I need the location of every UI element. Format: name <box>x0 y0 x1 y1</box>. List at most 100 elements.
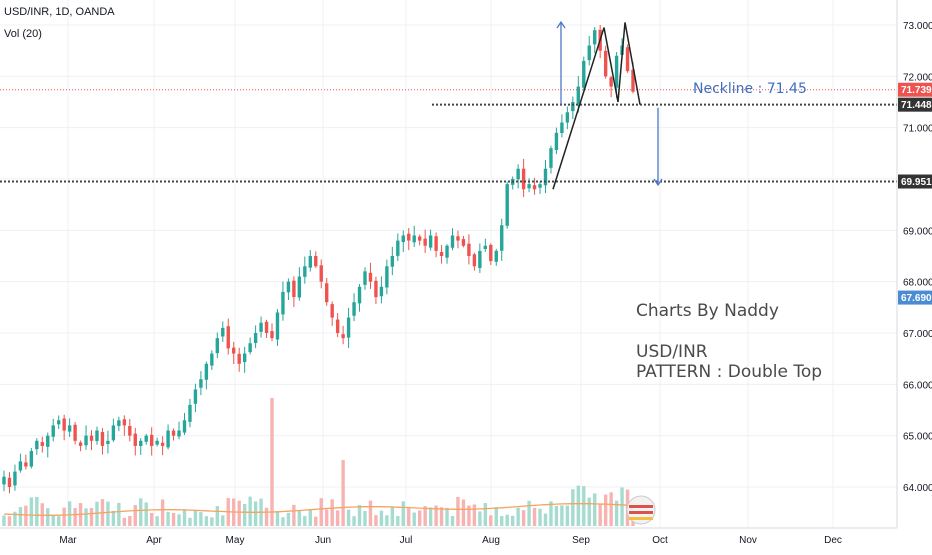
volume-bar <box>193 510 198 526</box>
volume-bar <box>538 508 542 526</box>
candle-body <box>412 235 416 243</box>
volume-bar <box>428 507 433 526</box>
time-tick-label: Sep <box>572 535 590 546</box>
volume-bar <box>242 504 247 526</box>
candle-body <box>631 69 635 92</box>
candle-body <box>46 435 50 447</box>
volume-bar <box>111 510 116 526</box>
volume-bar <box>450 516 455 526</box>
candle-body <box>417 236 422 241</box>
candle-body <box>111 425 116 441</box>
volume-bar <box>390 506 395 526</box>
volume-bar <box>609 492 613 526</box>
candle-body <box>401 235 405 243</box>
volume-bar <box>139 498 143 526</box>
volume-bar <box>221 515 225 526</box>
candle-body <box>281 291 285 315</box>
candle-body <box>319 265 323 282</box>
candle-body <box>368 272 373 282</box>
candle-body <box>625 47 630 72</box>
candle-body <box>335 319 340 333</box>
volume-bar <box>516 507 520 526</box>
candle-body <box>472 254 477 267</box>
candle-body <box>385 266 389 288</box>
volume-bar <box>532 507 537 526</box>
target-projection-arrow <box>653 107 663 187</box>
volume-bar <box>560 505 564 526</box>
time-tick-label: May <box>226 535 245 546</box>
candle-body <box>549 148 553 168</box>
candle-body <box>587 45 591 61</box>
candle-body <box>193 389 198 404</box>
volume-bar <box>582 486 586 526</box>
candle-body <box>614 55 619 88</box>
price-tick-label: 67.000 <box>903 329 932 340</box>
volume-bar <box>374 515 378 526</box>
candle-body <box>51 425 55 437</box>
candle-body <box>237 353 241 364</box>
volume-bar <box>24 505 28 526</box>
candle-body <box>122 419 127 426</box>
candle-body <box>139 440 143 447</box>
volume-bar <box>303 516 307 526</box>
candle-body <box>73 424 77 441</box>
candle-body <box>390 256 395 267</box>
candle-body <box>521 168 526 190</box>
volume-bar <box>434 505 438 526</box>
price-label-text: 71.739 <box>901 85 932 96</box>
candle-body <box>582 60 586 88</box>
candles <box>2 25 635 494</box>
candle-body <box>576 86 580 104</box>
candle-body <box>461 239 466 246</box>
volume-bar <box>204 516 209 526</box>
time-tick-label: Jun <box>315 535 331 546</box>
candle-body <box>95 430 99 442</box>
volume-bar <box>62 507 66 526</box>
volume-bar <box>412 512 416 526</box>
candle-body <box>2 476 6 485</box>
volume-bar <box>423 506 427 526</box>
candle-body <box>57 420 61 425</box>
volume-bar <box>7 516 12 526</box>
volume-ma-line <box>3 502 634 516</box>
candle-body <box>149 434 154 446</box>
candle-body <box>166 430 170 448</box>
badge-stripe <box>629 505 653 508</box>
candle-body <box>62 418 66 431</box>
volume-bar <box>603 494 608 526</box>
volume-bar <box>576 485 580 526</box>
candle-body <box>160 442 165 446</box>
volume-bar <box>620 487 624 526</box>
volume-bar <box>13 511 17 526</box>
volume-bar <box>401 501 405 526</box>
volume-bar <box>133 505 137 526</box>
candle-body <box>215 338 220 354</box>
time-tick-label: Oct <box>652 535 668 546</box>
volume-bar <box>51 514 55 526</box>
candle-body <box>13 471 17 486</box>
volume-bar <box>527 500 531 526</box>
candle-body <box>363 271 367 285</box>
volume-bar <box>177 514 181 526</box>
volume-bar <box>554 505 559 526</box>
candle-body <box>199 379 203 388</box>
time-tick-label: Aug <box>482 535 500 546</box>
candle-body <box>221 327 225 337</box>
candle-body <box>270 330 274 339</box>
volume-bar <box>461 499 466 526</box>
candle-body <box>593 30 597 45</box>
volume-bar <box>478 511 482 526</box>
volume-bar <box>270 398 274 526</box>
candle-body <box>478 250 482 269</box>
pattern-height-arrow <box>556 20 566 105</box>
candle-body <box>24 462 28 467</box>
candle-body <box>325 283 329 303</box>
candle-body <box>434 236 438 251</box>
volume-bar <box>199 512 203 526</box>
volume-bar <box>106 501 110 526</box>
volume-bar <box>335 510 340 526</box>
author-annotation: Charts By Naddy <box>636 301 779 321</box>
price-axis: 73.00072.00071.00070.00069.00068.00067.0… <box>896 0 932 528</box>
candle-body <box>428 235 433 248</box>
